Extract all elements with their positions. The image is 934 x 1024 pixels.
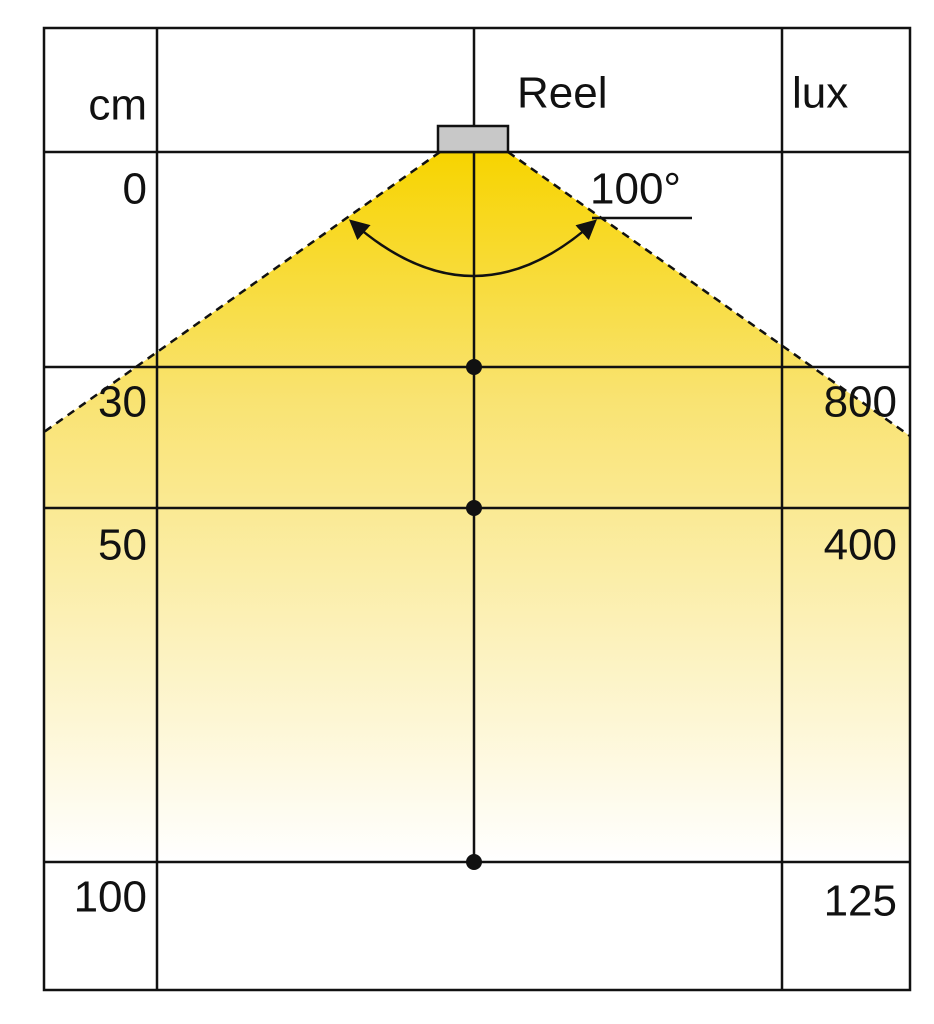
measure-point: [466, 500, 482, 516]
beam-edge: [507, 150, 911, 438]
distance: 30: [98, 378, 147, 427]
measure-point: [466, 359, 482, 375]
lux-value: 400: [824, 521, 897, 570]
beam-angle: 100°: [590, 165, 681, 214]
beam-edge: [43, 150, 441, 434]
angle-arc: [349, 219, 597, 278]
unit-label: cm: [88, 81, 147, 130]
fixture-label: Reel: [517, 69, 608, 118]
light-fixture: [436, 124, 510, 154]
unit-label: lux: [792, 69, 848, 118]
lux-value: 125: [824, 877, 897, 926]
lux-value: 800: [824, 378, 897, 427]
distance: 100: [74, 873, 147, 922]
measure-point: [466, 854, 482, 870]
distance: 0: [123, 165, 147, 214]
distance: 50: [98, 521, 147, 570]
